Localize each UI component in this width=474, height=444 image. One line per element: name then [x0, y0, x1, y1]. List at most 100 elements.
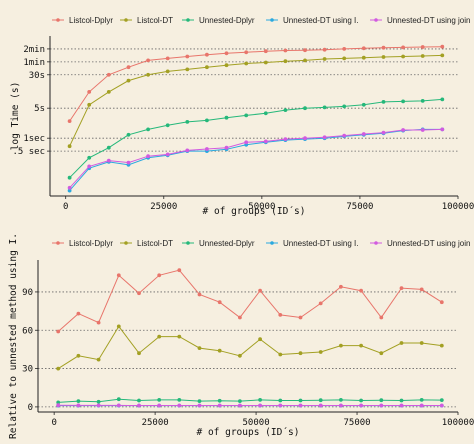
- data-point: [322, 135, 327, 140]
- data-point: [420, 54, 425, 58]
- data-point: [67, 188, 72, 193]
- data-point: [298, 403, 303, 408]
- data-point: [420, 45, 425, 49]
- y-tick-label: 0: [28, 403, 33, 413]
- legend-swatch-point: [270, 18, 274, 22]
- x-tick-label: 50000: [243, 418, 270, 428]
- data-point: [224, 145, 229, 150]
- legend-swatch-point: [270, 241, 274, 245]
- data-point: [440, 97, 445, 102]
- x-tick-label: 25000: [150, 202, 177, 212]
- data-point: [126, 65, 131, 70]
- data-point: [224, 51, 229, 56]
- data-point: [185, 54, 190, 59]
- data-point: [238, 399, 242, 403]
- legend-label: Listcol-DT: [137, 239, 173, 248]
- data-point: [116, 324, 121, 329]
- data-point: [339, 403, 343, 408]
- data-point: [298, 315, 303, 320]
- data-point: [303, 106, 307, 111]
- data-point: [217, 398, 222, 403]
- data-point: [116, 403, 121, 408]
- data-point: [126, 160, 131, 165]
- series: [56, 403, 444, 408]
- legend-label: Unnested-DT using I.: [283, 16, 358, 25]
- data-point: [359, 288, 363, 293]
- data-point: [379, 351, 384, 356]
- data-point: [401, 45, 405, 50]
- data-point: [165, 69, 170, 74]
- legend-item: Listcol-Dplyr: [52, 239, 113, 248]
- data-point: [244, 61, 249, 66]
- data-point: [401, 99, 405, 104]
- data-point: [56, 403, 61, 408]
- data-point: [298, 398, 303, 403]
- y-tick-label: 30: [22, 365, 33, 375]
- data-point: [87, 90, 92, 94]
- x-tick-label: 25000: [142, 418, 169, 428]
- legend-swatch-point: [374, 18, 378, 22]
- data-point: [342, 133, 347, 138]
- series: [67, 44, 445, 123]
- y-tick-label: 1sec: [23, 134, 45, 144]
- data-point: [87, 102, 92, 107]
- data-point: [318, 403, 323, 408]
- data-point: [165, 152, 170, 157]
- legend: Listcol-Dplyr Listcol-DT Unnested-Dplyr Unn…: [52, 16, 470, 25]
- data-point: [116, 273, 121, 278]
- data-point: [137, 403, 141, 408]
- data-point: [278, 313, 283, 317]
- legend-swatch-point: [124, 241, 128, 245]
- data-point: [146, 58, 151, 63]
- legend-label: Listcol-Dplyr: [69, 239, 113, 248]
- data-point: [278, 352, 283, 357]
- data-point: [381, 55, 386, 59]
- y-axis-title: log Time (s): [10, 82, 21, 151]
- series-line: [69, 128, 443, 191]
- data-point: [106, 145, 111, 150]
- data-point: [419, 341, 424, 345]
- data-point: [224, 63, 229, 68]
- series-line: [57, 269, 443, 332]
- data-point: [379, 398, 384, 403]
- y-tick-label: 60: [22, 326, 33, 336]
- data-point: [440, 127, 445, 132]
- legend-swatch-point: [186, 241, 190, 245]
- x-tick-label: 0: [63, 202, 68, 212]
- data-point: [238, 403, 242, 408]
- data-point: [217, 300, 222, 305]
- data-point: [217, 348, 222, 353]
- data-point: [263, 60, 268, 65]
- data-point: [342, 56, 347, 61]
- data-point: [339, 398, 343, 402]
- data-point: [263, 111, 268, 116]
- legend-item: Unnested-Dplyr: [182, 16, 255, 25]
- series: [67, 97, 445, 180]
- data-point: [146, 127, 151, 132]
- data-point: [157, 403, 162, 408]
- data-point: [439, 403, 444, 408]
- data-point: [419, 398, 424, 402]
- legend-item: Unnested-DT using I.: [266, 16, 358, 25]
- x-axis-title: # of groups (ID´s): [203, 206, 306, 217]
- series: [56, 268, 444, 334]
- legend-label: Listcol-Dplyr: [69, 16, 113, 25]
- data-point: [258, 398, 262, 402]
- data-point: [278, 398, 283, 403]
- y-tick-label: 1min: [23, 58, 45, 68]
- data-point: [106, 158, 111, 163]
- series-line: [69, 128, 443, 189]
- data-point: [318, 398, 323, 403]
- legend-swatch-point: [374, 241, 378, 245]
- data-point: [177, 398, 182, 402]
- y-tick-label: .5 sec: [12, 147, 45, 157]
- data-point: [76, 311, 81, 316]
- data-point: [157, 398, 162, 402]
- y-tick-label: 5s: [34, 104, 45, 114]
- legend-label: Unnested-Dplyr: [199, 16, 255, 25]
- legend-swatch-point: [56, 241, 60, 245]
- legend-swatch-point: [124, 18, 128, 22]
- legend-item: Listcol-DT: [120, 239, 173, 248]
- data-point: [278, 403, 283, 408]
